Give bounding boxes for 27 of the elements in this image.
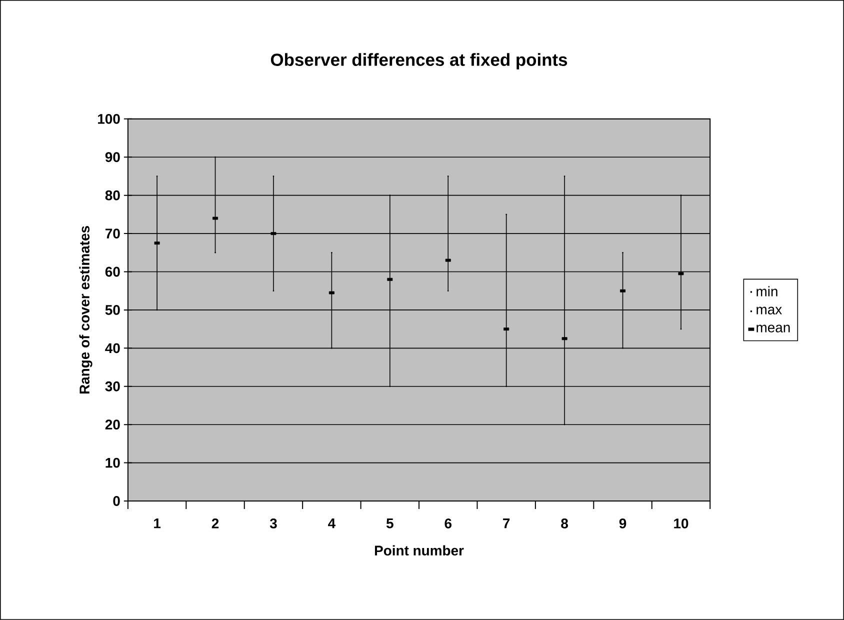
x-tick-label: 5 (386, 518, 394, 528)
y-axis-title: Range of cover estimates (79, 226, 92, 394)
x-tick-label: 3 (270, 518, 277, 528)
y-tick-label: 80 (105, 190, 120, 200)
y-tick-label: 40 (105, 343, 120, 354)
legend-label: min (756, 286, 778, 296)
x-tick-label: 4 (328, 518, 336, 528)
legend-label: mean (756, 324, 790, 332)
y-tick-label: 70 (105, 228, 120, 239)
x-tick-label: 2 (212, 518, 219, 528)
y-tick-label: 10 (106, 458, 120, 468)
x-tick-label: 7 (503, 518, 510, 528)
y-tick-label: 50 (105, 305, 120, 315)
legend-label: max (756, 306, 782, 314)
chart-title: Observer differences at fixed points (270, 53, 568, 70)
y-tick-label: 90 (105, 152, 120, 162)
x-tick-label: 8 (561, 518, 568, 528)
x-axis-title: Point number (374, 545, 464, 556)
y-tick-label: 60 (105, 266, 120, 277)
x-tick-label: 10 (674, 518, 688, 528)
y-tick-label: 20 (105, 420, 120, 430)
y-tick-label: 100 (98, 114, 120, 124)
y-tick-label: 30 (105, 381, 120, 392)
x-tick-label: 6 (444, 518, 452, 528)
y-tick-label: 0 (113, 496, 120, 506)
x-tick-label: 9 (619, 518, 626, 528)
x-tick-label: 1 (154, 518, 161, 528)
